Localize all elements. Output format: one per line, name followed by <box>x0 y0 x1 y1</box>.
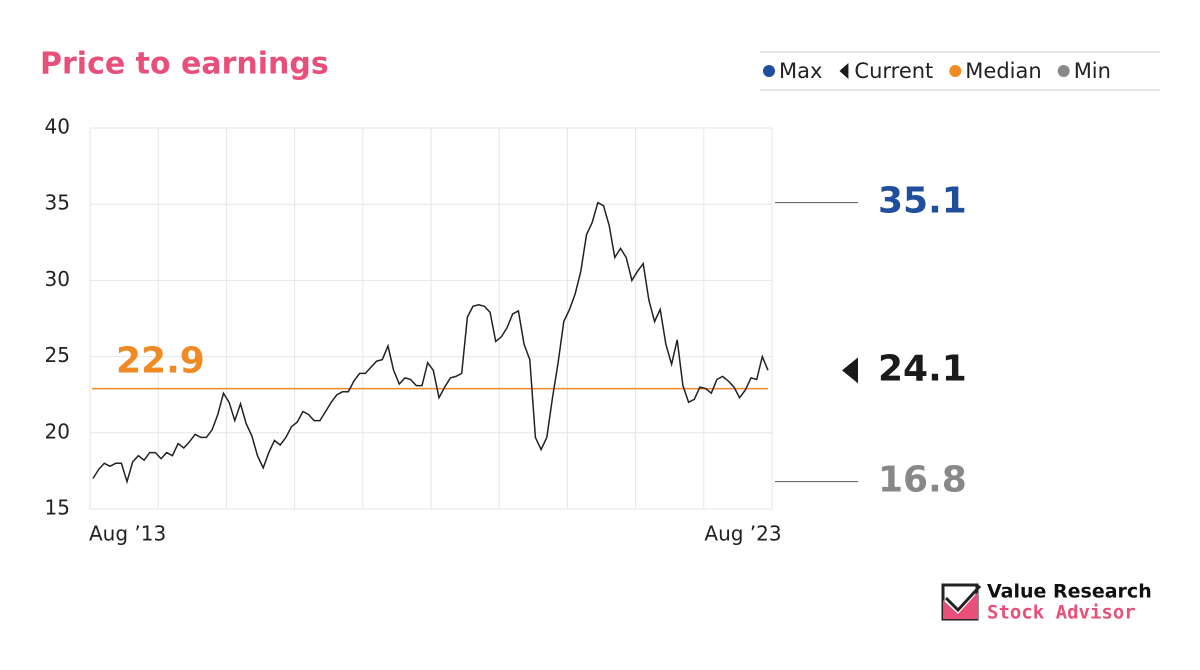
value-label: 24.1 <box>878 348 967 389</box>
value-label: 35.1 <box>878 181 967 222</box>
y-tick-label: 25 <box>45 343 70 367</box>
current-marker <box>842 357 858 384</box>
logo-fill <box>943 592 978 619</box>
value-label: 16.8 <box>878 460 967 501</box>
legend-label: Max <box>779 59 822 83</box>
y-tick-label: 20 <box>45 419 70 443</box>
y-tick-label: 15 <box>45 496 70 520</box>
legend-label: Median <box>965 59 1041 83</box>
legend-label: Min <box>1074 59 1111 83</box>
legend-symbol <box>839 63 849 79</box>
legend-symbol <box>1057 65 1070 77</box>
legend-symbol <box>949 65 962 77</box>
x-tick-label: Aug ’13 <box>89 522 166 546</box>
x-tick-label: Aug ’23 <box>704 522 781 546</box>
brand-logo <box>941 583 982 621</box>
brand-name: Value Research <box>987 581 1152 603</box>
legend-symbol <box>763 65 775 77</box>
chart-title: Price to earnings <box>40 47 329 82</box>
y-tick-label: 30 <box>45 267 70 291</box>
pe-line <box>92 201 769 485</box>
logo-check <box>944 584 982 613</box>
legend-label: Current <box>854 59 933 83</box>
brand-product: Stock Advisor <box>987 602 1136 624</box>
y-tick-label: 35 <box>45 191 70 215</box>
median-label: 22.9 <box>116 341 205 382</box>
y-tick-label: 40 <box>45 115 70 139</box>
